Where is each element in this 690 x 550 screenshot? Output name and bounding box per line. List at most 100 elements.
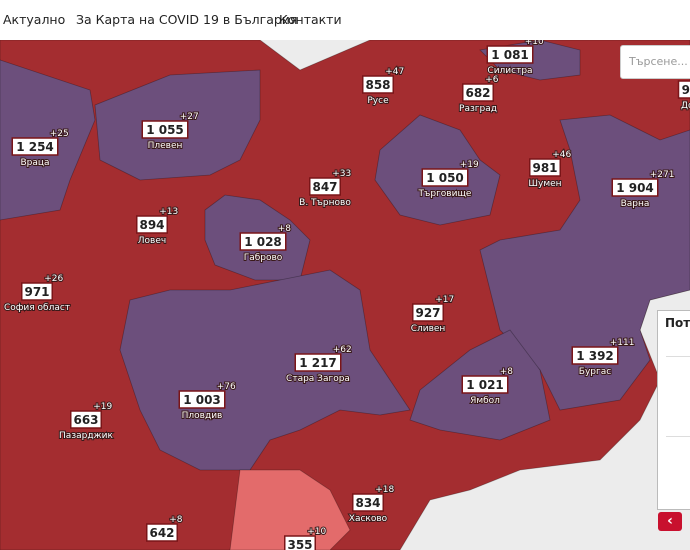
region-label[interactable]: 981+46 Шумен (527, 149, 572, 190)
search-input[interactable]: Търсене... (620, 45, 690, 79)
case-delta: +19 (460, 160, 479, 170)
value-box (611, 178, 659, 197)
nav-link[interactable]: Контакти (279, 12, 342, 27)
case-count: 927 (415, 306, 440, 320)
case-count: 1 050 (426, 171, 464, 185)
region-label[interactable]: 1 021+8 Ямбол (461, 366, 514, 407)
case-count: 1 904 (616, 181, 654, 195)
value-box (462, 83, 494, 102)
case-count: 663 (73, 413, 98, 427)
region-name: Разград (459, 104, 497, 114)
region-label[interactable]: 1 392+111 Бургас (571, 337, 635, 378)
region-name: В. Търново (299, 198, 351, 208)
case-delta: +8 (500, 367, 514, 377)
value-box (352, 493, 384, 512)
case-delta: +271 (650, 170, 675, 180)
divider (666, 436, 690, 437)
region-label[interactable]: 355+10 (284, 526, 328, 550)
region-label[interactable]: 92 Доб (677, 80, 690, 112)
case-delta: +46 (552, 150, 571, 160)
case-count: 92 (682, 83, 690, 97)
value-box (412, 303, 444, 322)
value-box (21, 282, 53, 301)
region-label[interactable]: 682+6 Разград (458, 74, 500, 115)
case-count: 1 003 (183, 393, 221, 407)
value-box (677, 80, 690, 99)
case-delta: +62 (333, 345, 352, 355)
value-box (136, 215, 168, 234)
region-label[interactable]: 1 254+25 Враца (11, 128, 70, 169)
region-name: Търговище (418, 189, 472, 199)
collapse-button[interactable]: ‹ (658, 512, 682, 531)
divider (666, 356, 690, 357)
region-area (229, 469, 351, 550)
region-name: София област (4, 303, 70, 313)
region-name: Враца (20, 158, 49, 168)
case-count: 1 254 (16, 140, 54, 154)
region-label[interactable]: 1 081+10 Силистра (486, 40, 545, 77)
region-label[interactable]: 1 904+271 Варна (611, 169, 675, 210)
case-delta: +6 (485, 75, 499, 85)
case-delta: +8 (169, 515, 183, 525)
case-delta: +13 (159, 207, 178, 217)
value-box (421, 168, 469, 187)
region-label[interactable]: 1 028+8 Габрово (239, 223, 292, 264)
region-label[interactable]: 642+8 (146, 514, 184, 542)
case-count: 971 (24, 285, 49, 299)
case-count: 834 (355, 496, 380, 510)
case-count: 1 028 (244, 235, 282, 249)
region-name: Силистра (487, 66, 532, 76)
value-box (178, 390, 226, 409)
region-label[interactable]: 1 055+27 Плевен (141, 111, 200, 152)
value-box (239, 232, 287, 251)
value-box (70, 410, 102, 429)
region-label[interactable]: 834+18 Хасково (348, 484, 396, 525)
case-delta: +10 (307, 527, 326, 537)
case-delta: +33 (332, 169, 351, 179)
region-name: Стара Загора (286, 374, 350, 384)
case-count: 1 081 (491, 48, 529, 62)
case-count: 858 (365, 78, 390, 92)
region-label[interactable]: 971+26 София област (3, 273, 71, 314)
value-box (146, 523, 178, 542)
region-name: Русе (367, 96, 389, 106)
nav-link[interactable]: Актуално (3, 12, 66, 27)
value-box (362, 75, 394, 94)
case-count: 894 (139, 218, 164, 232)
region-label[interactable]: 663+19 Пазарджик (58, 401, 114, 442)
region-name: Шумен (528, 179, 561, 189)
region-label[interactable]: 858+47 Русе (362, 66, 405, 107)
map: 1 254+25 Враца 1 055+27 Плевен 858+47 Русе 682… (0, 40, 690, 550)
region-area (119, 269, 411, 471)
case-count: 1 392 (576, 349, 614, 363)
case-count: 1 217 (299, 356, 337, 370)
case-delta: +26 (44, 274, 63, 284)
region-label[interactable]: 927+17 Сливен (410, 294, 456, 335)
case-delta: +8 (278, 224, 292, 234)
value-box (284, 535, 316, 550)
region-name: Пловдив (182, 411, 223, 421)
region-label[interactable]: 847+33 В. Търново (298, 168, 352, 209)
value-box (294, 353, 342, 372)
case-delta: +25 (50, 129, 69, 139)
case-delta: +18 (375, 485, 394, 495)
region-name: Варна (621, 199, 650, 209)
region-name: Ловеч (138, 236, 166, 246)
region-label[interactable]: 1 003+76 Пловдив (178, 381, 237, 422)
panel-title: Пот (665, 316, 690, 330)
region-label[interactable]: 1 050+19 Търговище (417, 159, 481, 200)
case-delta: +27 (180, 112, 199, 122)
value-box (141, 120, 189, 139)
region-label[interactable]: 894+13 Ловеч (136, 206, 179, 247)
region-name: Плевен (148, 141, 183, 151)
region-label[interactable]: 1 217+62 Стара Загора (285, 344, 353, 385)
case-count: 1 021 (466, 378, 504, 392)
case-count: 981 (532, 161, 557, 175)
nav-link[interactable]: За Карта на COVID 19 в България (76, 12, 298, 27)
case-delta: +19 (93, 402, 112, 412)
region-name: Доб (681, 101, 690, 111)
case-count: 642 (149, 526, 174, 540)
region-name: Хасково (349, 514, 388, 524)
case-delta: +10 (525, 40, 544, 47)
